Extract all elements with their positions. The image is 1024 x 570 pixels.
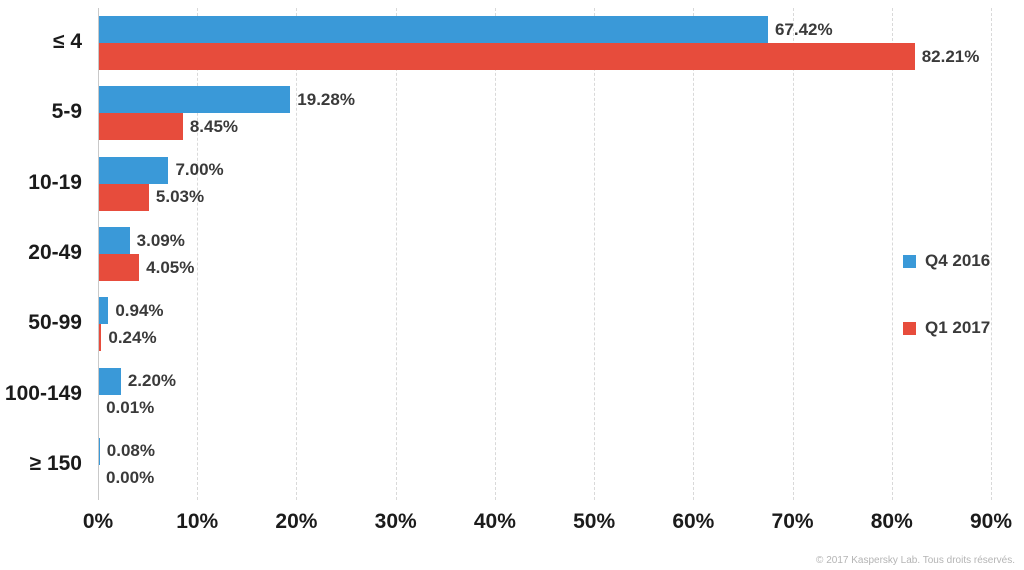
value-label: 2.20% bbox=[127, 371, 177, 391]
bar-q4-2016 bbox=[99, 227, 130, 254]
value-label: 0.00% bbox=[106, 468, 155, 488]
gridline bbox=[891, 8, 893, 500]
bar-q4-2016 bbox=[99, 86, 291, 114]
category-label: ≥ 150 bbox=[29, 451, 82, 475]
gridline bbox=[594, 8, 596, 500]
legend-label: Q4 2016 bbox=[925, 251, 991, 270]
value-label: 4.05% bbox=[146, 257, 195, 277]
gridline bbox=[991, 8, 992, 500]
value-label: 67.42% bbox=[774, 19, 833, 39]
x-tick-label: 0% bbox=[82, 510, 114, 533]
value-label: 7.00% bbox=[175, 160, 224, 180]
bar-q1-2017 bbox=[99, 254, 140, 281]
category-label: 100-149 bbox=[4, 381, 82, 405]
gridline bbox=[494, 8, 496, 500]
bar-q1-2017 bbox=[99, 43, 915, 71]
bar-q1-2017 bbox=[99, 324, 102, 352]
legend-item: Q1 2017 bbox=[903, 317, 990, 339]
legend-item: Q4 2016 bbox=[903, 250, 990, 272]
category-label: 50-99 bbox=[28, 311, 82, 335]
bar-q4-2016 bbox=[99, 297, 109, 325]
copyright-text: © 2017 Kaspersky Lab. Tous droits réserv… bbox=[816, 555, 1015, 566]
category-label: 20-49 bbox=[28, 241, 82, 264]
x-tick-label: 90% bbox=[969, 510, 1013, 533]
x-tick-label: 10% bbox=[176, 510, 219, 533]
x-tick-label: 40% bbox=[473, 510, 516, 533]
gridline bbox=[693, 8, 695, 500]
value-label: 3.09% bbox=[136, 230, 185, 250]
legend-label: Q1 2017 bbox=[925, 318, 991, 337]
x-tick-label: 20% bbox=[275, 510, 318, 533]
legend-swatch-icon bbox=[903, 321, 916, 335]
x-tick-label: 50% bbox=[573, 510, 616, 533]
bar-q4-2016 bbox=[99, 367, 121, 395]
gridline bbox=[296, 8, 298, 500]
gridline bbox=[197, 8, 199, 500]
value-label: 82.21% bbox=[921, 46, 980, 66]
value-label: 8.45% bbox=[189, 116, 239, 136]
category-axis: ≤ 4 5-9 10-19 20-49 50-99 100-149 ≥ 150 bbox=[0, 8, 86, 500]
bar-q4-2016 bbox=[99, 16, 768, 44]
category-label: 10-19 bbox=[28, 170, 82, 194]
bar-q1-2017 bbox=[99, 113, 183, 141]
value-label: 0.24% bbox=[108, 327, 157, 347]
value-label: 5.03% bbox=[155, 187, 205, 207]
x-tick-label: 70% bbox=[771, 510, 814, 533]
bar-q1-2017 bbox=[99, 183, 149, 211]
x-axis: 0% 10% 20% 30% 40% 50% 60% 70% 80% 90% bbox=[0, 510, 1024, 544]
bar-q4-2016 bbox=[99, 437, 100, 465]
category-label: ≤ 4 bbox=[52, 30, 82, 54]
bar-q4-2016 bbox=[99, 156, 169, 184]
value-label: 19.28% bbox=[297, 89, 355, 109]
value-label: 0.01% bbox=[106, 398, 155, 418]
x-tick-label: 60% bbox=[672, 510, 715, 533]
value-label: 0.94% bbox=[115, 300, 164, 320]
gridline bbox=[792, 8, 794, 500]
legend-swatch-icon bbox=[903, 254, 916, 268]
category-label: 5-9 bbox=[51, 100, 82, 124]
x-tick-label: 30% bbox=[374, 510, 417, 533]
legend: Q4 2016 Q1 2017 bbox=[903, 250, 990, 384]
value-label: 0.08% bbox=[106, 441, 155, 461]
plot-area: 67.42% 82.21% 19.28% 8.45% 7.00% 5.03% 3.09% 4.… bbox=[98, 8, 992, 500]
x-tick-label: 80% bbox=[870, 510, 913, 533]
y-axis-line bbox=[98, 8, 99, 500]
gridline bbox=[395, 8, 397, 500]
